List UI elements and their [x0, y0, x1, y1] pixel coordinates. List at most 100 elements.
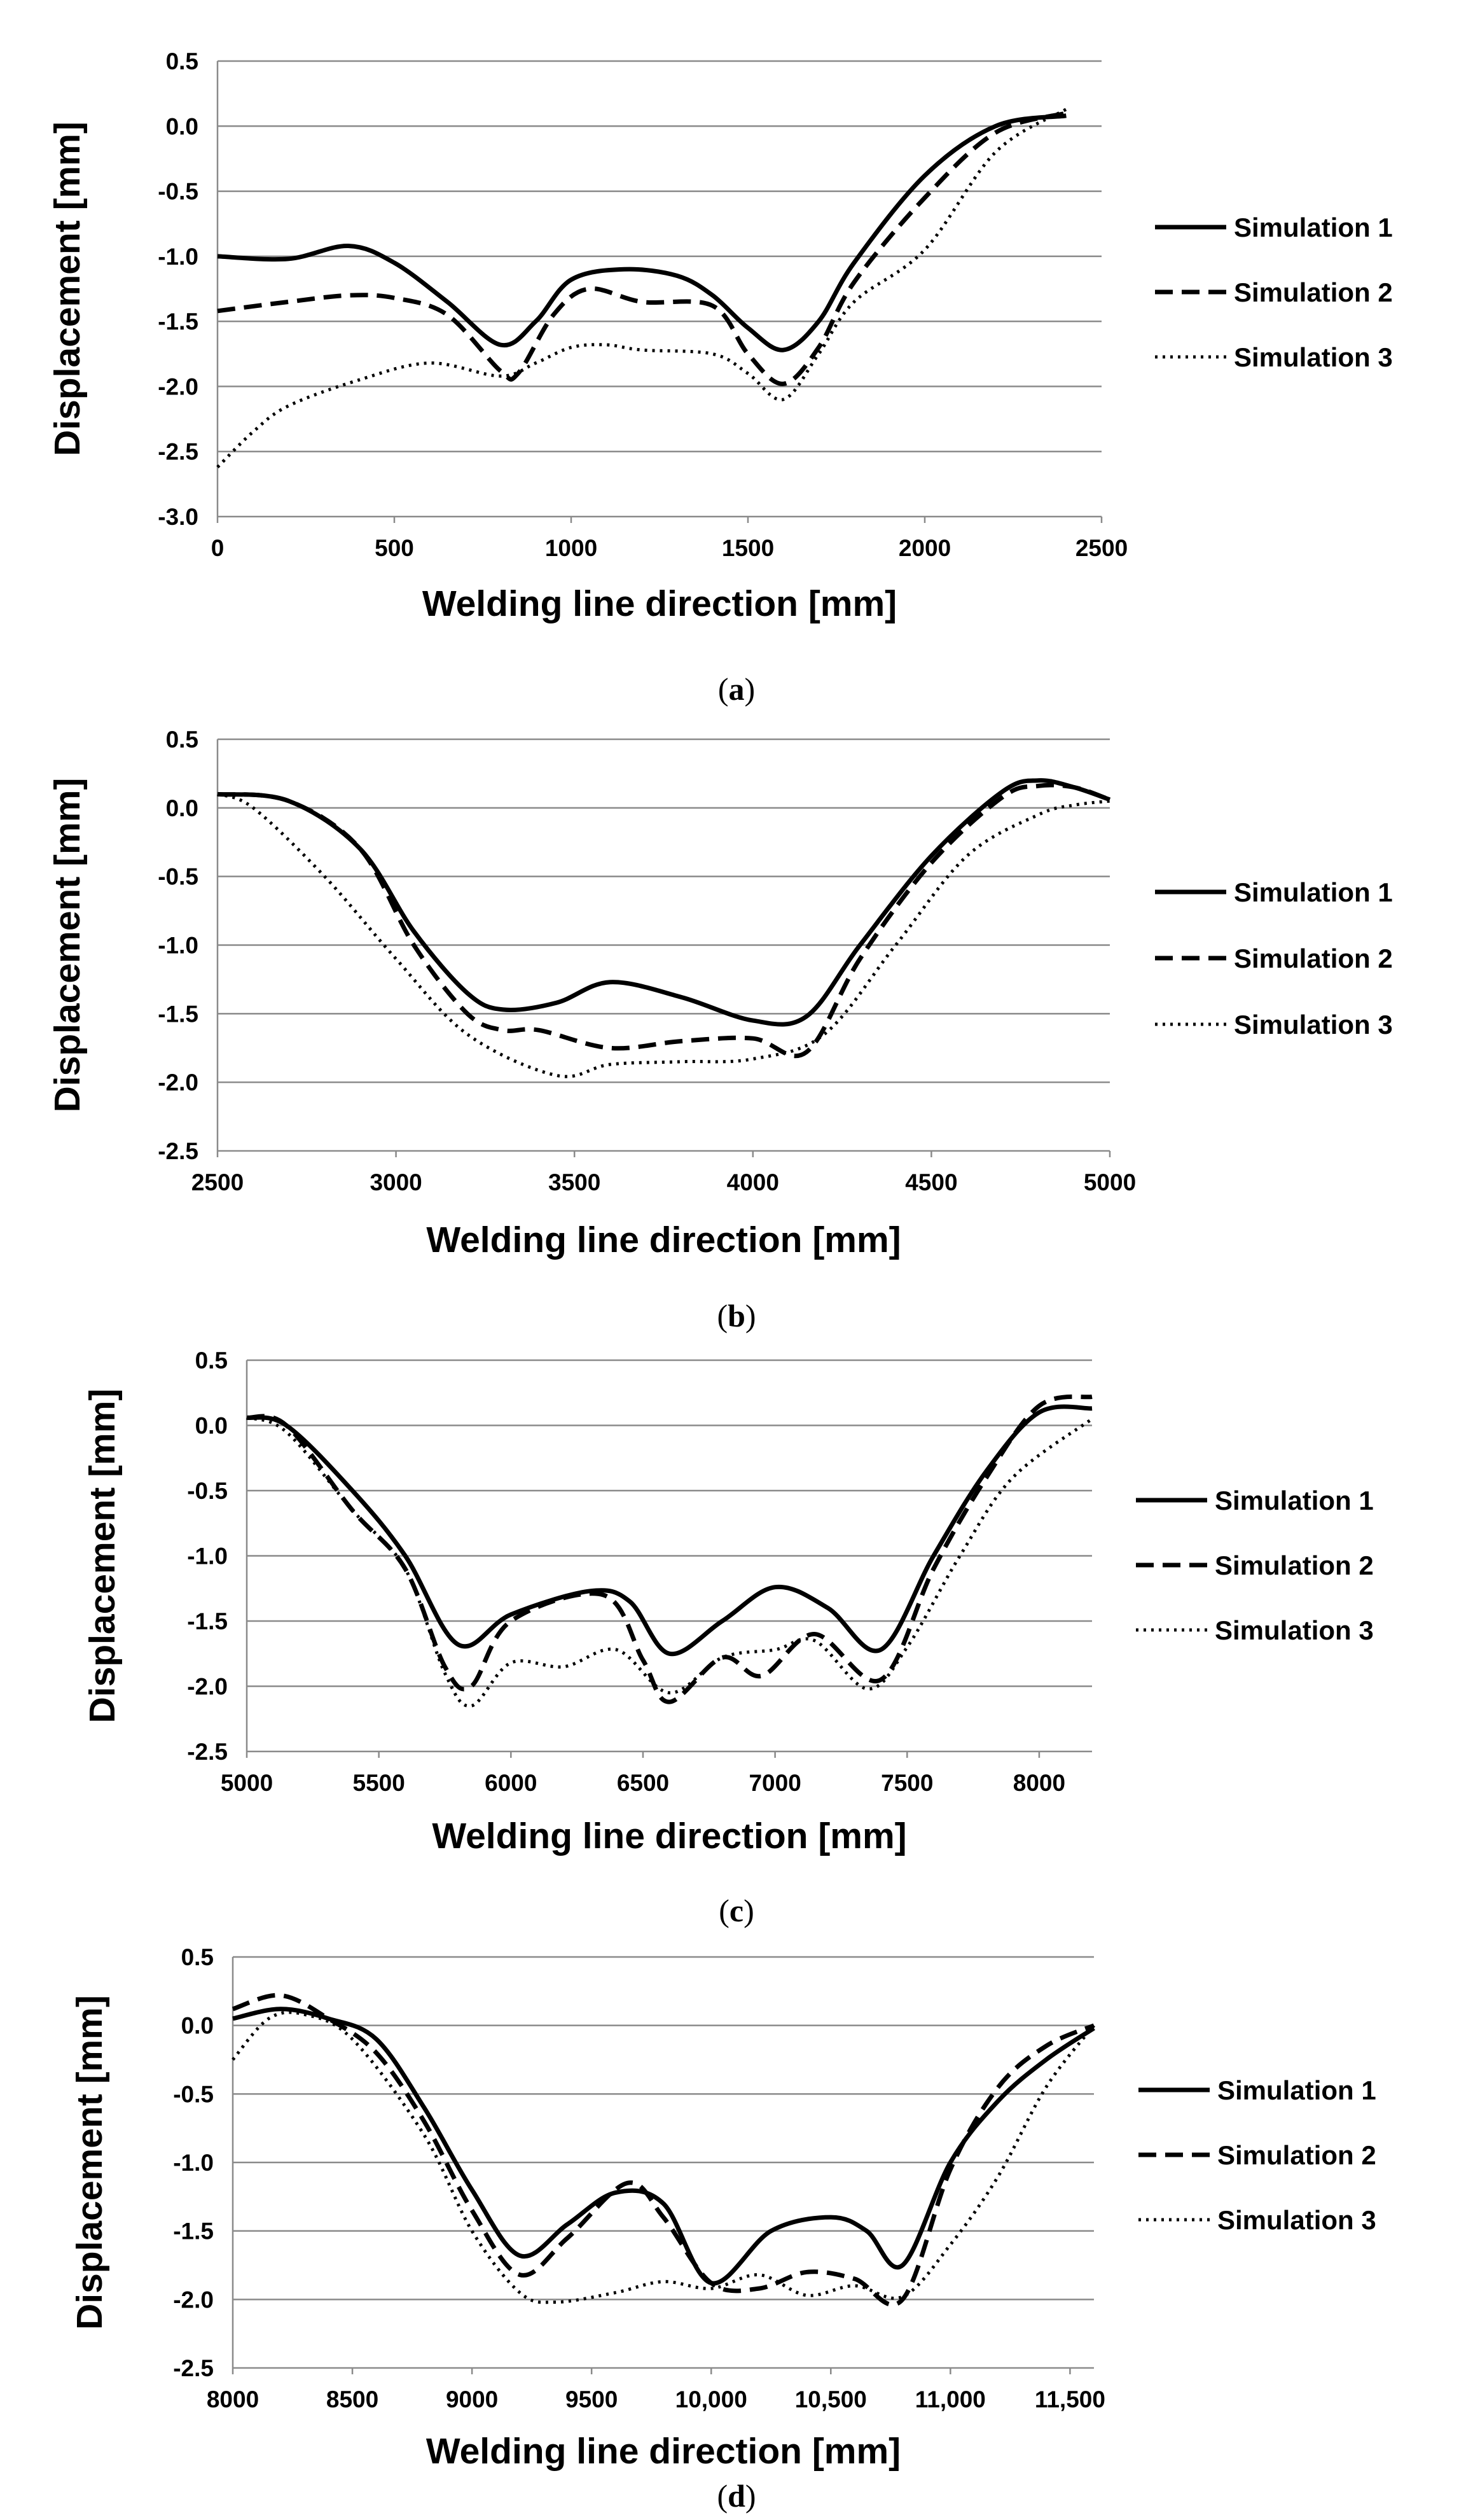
legend-label-1: Simulation 1: [1215, 1486, 1374, 1515]
panel-caption: (d): [717, 2478, 756, 2514]
x-tick-label: 2500: [191, 1169, 244, 1195]
y-tick-label: -1.0: [158, 933, 198, 959]
x-tick-label: 7500: [881, 1770, 933, 1796]
series-line-2: [246, 1394, 1093, 1704]
y-tick-label: -2.0: [158, 373, 198, 400]
x-tick-label: 2500: [1075, 535, 1128, 561]
series-line-2: [217, 783, 1111, 1059]
y-axis-title: Displacement [mm]: [47, 778, 88, 1113]
legend-label-1: Simulation 1: [1234, 212, 1393, 242]
y-tick-label: -0.5: [158, 864, 198, 890]
series-line-2: [232, 1993, 1095, 2307]
y-tick-label: -1.0: [187, 1543, 228, 1570]
caption-letter: c: [730, 1893, 743, 1928]
series-line-1: [232, 2007, 1095, 2286]
x-tick-label: 4000: [727, 1169, 779, 1195]
legend-label-1: Simulation 1: [1217, 2075, 1376, 2105]
y-tick-label: 0.0: [195, 1413, 228, 1439]
y-tick-label: -1.5: [187, 1608, 228, 1634]
y-tick-label: 0.5: [166, 727, 198, 753]
y-tick-label: -2.5: [187, 1739, 228, 1765]
x-tick-label: 9000: [446, 2386, 498, 2412]
series-line-1: [246, 1404, 1093, 1657]
x-tick-label: 4500: [905, 1169, 957, 1195]
x-tick-label: 5000: [1084, 1169, 1136, 1195]
y-tick-label: -1.0: [158, 244, 198, 270]
x-tick-label: 3000: [370, 1169, 422, 1195]
x-axis-title: Welding line direction [mm]: [422, 583, 897, 624]
x-tick-label: 10,000: [675, 2386, 747, 2412]
y-tick-label: 0.5: [166, 48, 198, 74]
y-tick-label: -1.0: [173, 2150, 214, 2176]
x-tick-label: 500: [375, 535, 414, 561]
legend-label-2: Simulation 2: [1234, 277, 1393, 307]
y-tick-label: -2.0: [187, 1674, 228, 1700]
x-tick-label: 5000: [221, 1770, 273, 1796]
y-tick-label: -2.5: [173, 2355, 214, 2381]
series-line-3: [232, 2010, 1095, 2304]
x-tick-label: 9500: [565, 2386, 618, 2412]
x-tick-label: 1500: [722, 535, 774, 561]
y-tick-label: -2.5: [158, 439, 198, 465]
x-tick-label: 6000: [485, 1770, 537, 1796]
series-line-3: [246, 1416, 1093, 1708]
y-tick-label: -3.0: [158, 504, 198, 530]
x-axis-title: Welding line direction [mm]: [426, 2431, 901, 2472]
legend: Simulation 1 Simulation 2 Simulation 3: [1155, 877, 1393, 1040]
x-tick-label: 6500: [617, 1770, 669, 1796]
y-tick-label: -2.5: [158, 1138, 198, 1164]
x-tick-label: 7000: [749, 1770, 801, 1796]
x-tick-label: 1000: [545, 535, 597, 561]
legend: Simulation 1 Simulation 2 Simulation 3: [1138, 2075, 1376, 2235]
y-tick-label: 0.0: [166, 795, 198, 821]
x-tick-label: 0: [211, 535, 225, 561]
y-axis-title: Displacement [mm]: [82, 1389, 123, 1723]
legend-label-2: Simulation 2: [1234, 943, 1393, 973]
legend: Simulation 1 Simulation 2 Simulation 3: [1155, 212, 1393, 372]
x-tick-label: 2000: [899, 535, 951, 561]
y-tick-label: -0.5: [158, 179, 198, 205]
y-tick-label: 0.5: [181, 1944, 214, 1970]
x-tick-label: 8500: [326, 2386, 378, 2412]
y-tick-label: 0.5: [195, 1347, 228, 1374]
legend-label-2: Simulation 2: [1217, 2140, 1376, 2170]
x-axis-title: Welding line direction [mm]: [426, 1220, 901, 1260]
y-tick-label: -2.0: [173, 2287, 214, 2313]
chart-panel-a: 0.5 0.0 -0.5 -1.0 -1.5 -2.0 -2.5 -3.0 0 500 1000 15…: [47, 48, 1393, 707]
series-line-2: [217, 111, 1067, 386]
series-line-3: [216, 108, 1067, 469]
y-tick-label: -1.5: [173, 2218, 214, 2245]
panel-caption: (a): [718, 671, 755, 707]
caption-letter: b: [728, 1298, 745, 1333]
x-tick-label: 11,000: [915, 2386, 986, 2412]
x-tick-label: 10,500: [795, 2386, 867, 2412]
legend-label-1: Simulation 1: [1234, 877, 1393, 907]
x-tick-label: 8000: [207, 2386, 259, 2412]
y-axis-title: Displacement [mm]: [69, 1995, 110, 2330]
legend-label-3: Simulation 3: [1234, 1010, 1393, 1040]
legend-label-3: Simulation 3: [1215, 1615, 1374, 1645]
x-tick-label: 3500: [548, 1169, 600, 1195]
legend-label-3: Simulation 3: [1234, 342, 1393, 372]
y-tick-label: -0.5: [173, 2081, 214, 2107]
panel-caption: (b): [717, 1298, 756, 1333]
y-tick-label: 0.0: [166, 113, 198, 139]
legend-label-3: Simulation 3: [1217, 2205, 1376, 2235]
panel-caption: (c): [719, 1893, 754, 1928]
chart-panel-b: 0.5 0.0 -0.5 -1.0 -1.5 -2.0 -2.5 2500 3000 3500 40…: [47, 727, 1393, 1333]
series-line-1: [217, 778, 1111, 1027]
caption-letter: d: [728, 2478, 745, 2514]
y-tick-label: 0.0: [181, 2013, 214, 2039]
y-tick-label: -1.5: [158, 309, 198, 335]
y-axis-title: Displacement [mm]: [47, 122, 88, 456]
legend-label-2: Simulation 2: [1215, 1550, 1374, 1580]
x-tick-label: 8000: [1013, 1770, 1065, 1796]
chart-panel-c: 0.5 0.0 -0.5 -1.0 -1.5 -2.0 -2.5 5000 5500 6000 65…: [82, 1347, 1374, 1928]
y-tick-label: -1.5: [158, 1001, 198, 1027]
series-line-1: [217, 113, 1067, 352]
x-tick-label: 11,500: [1035, 2386, 1105, 2412]
y-tick-label: -0.5: [187, 1478, 228, 1504]
legend: Simulation 1 Simulation 2 Simulation 3: [1136, 1486, 1374, 1645]
x-axis-title: Welding line direction [mm]: [432, 1816, 906, 1856]
